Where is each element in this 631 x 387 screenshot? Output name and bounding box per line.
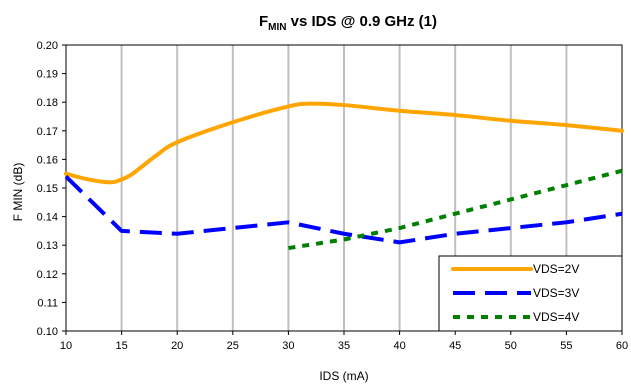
legend-label: VDS=2V	[533, 262, 579, 276]
x-axis-label: IDS (mA)	[319, 369, 368, 383]
x-tick-label: 50	[505, 340, 517, 352]
gridlines	[120, 45, 568, 331]
x-tick-label: 60	[616, 340, 628, 352]
y-tick-label: 0.12	[37, 269, 58, 281]
y-tick-label: 0.20	[37, 40, 58, 52]
chart-title-suffix: vs IDS @ 0.9 GHz (1)	[287, 13, 438, 30]
legend-label: VDS=3V	[533, 286, 579, 300]
y-tick-label: 0.16	[37, 154, 58, 166]
x-tick-label: 35	[338, 340, 350, 352]
chart-title-subscript: MIN	[268, 22, 286, 33]
legend: VDS=2V VDS=3V VDS=4V	[438, 255, 623, 332]
x-tick-label: 55	[560, 340, 572, 352]
x-tick-label: 20	[171, 340, 183, 352]
y-tick-label: 0.11	[37, 297, 58, 309]
series-line-vds-2v	[64, 101, 624, 185]
series-layer	[64, 101, 624, 251]
legend-label: VDS=4V	[533, 310, 579, 324]
y-axis-ticks: 0.10 0.11 0.12 0.13 0.14 0.15 0.16 0.17 0.18 0.19…	[37, 40, 66, 338]
x-tick-label: 25	[227, 340, 239, 352]
x-tick-label: 30	[282, 340, 294, 352]
y-tick-label: 0.17	[37, 126, 58, 138]
y-tick-label: 0.19	[37, 69, 58, 81]
y-tick-label: 0.13	[37, 240, 58, 252]
series-line-vds-4v	[288, 168, 623, 251]
series-line-vds-3v	[64, 175, 623, 245]
x-tick-label: 40	[393, 340, 405, 352]
y-tick-label: 0.14	[37, 212, 58, 224]
x-axis-ticks: 10 15 20 25 30 35 40 45 50 55 60	[60, 331, 628, 352]
y-tick-label: 0.18	[37, 97, 58, 109]
x-tick-label: 15	[115, 340, 127, 352]
y-tick-label: 0.15	[37, 183, 58, 195]
x-tick-label: 45	[449, 340, 461, 352]
y-axis-label: F MIN (dB)	[11, 163, 25, 222]
chart-title: FMIN vs IDS @ 0.9 GHz (1)	[259, 13, 437, 33]
y-tick-label: 0.10	[37, 326, 58, 338]
chart-title-prefix: F	[259, 13, 268, 30]
x-tick-label: 10	[60, 340, 72, 352]
